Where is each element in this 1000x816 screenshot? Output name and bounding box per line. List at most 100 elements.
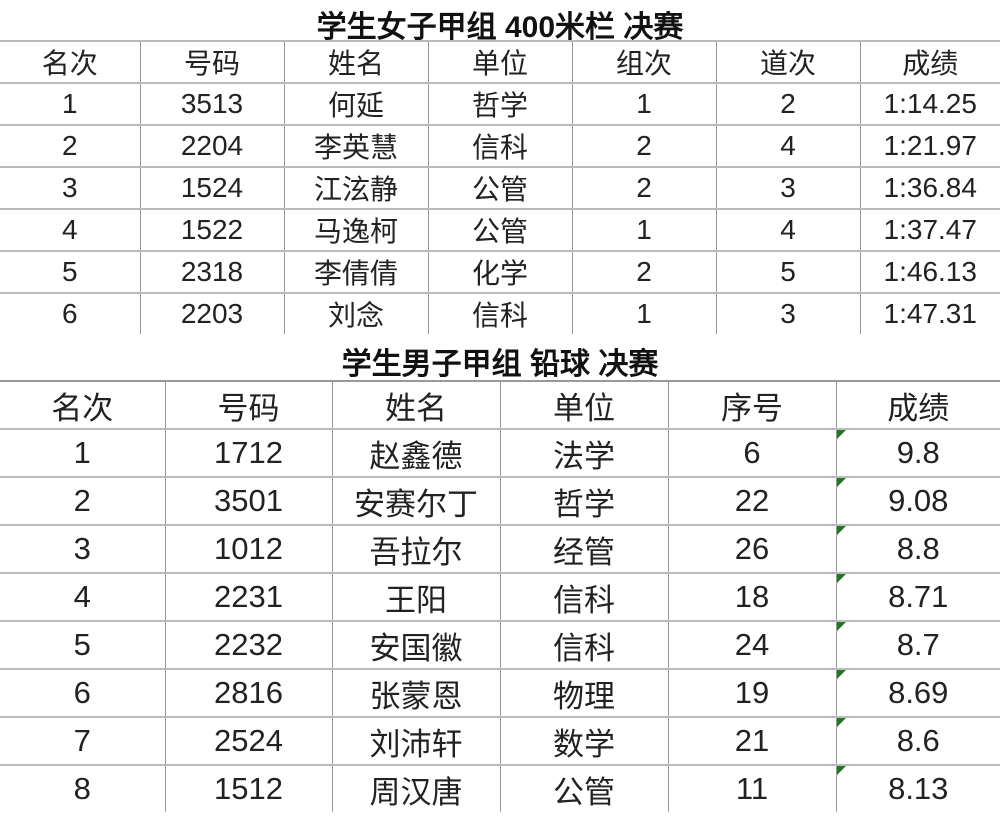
column-header: 成绩 [835,381,1000,430]
cell-text: 刘念 [327,300,384,331]
cell-text: 1:46.13 [883,256,977,287]
cell-text: 9.8 [896,435,940,470]
cell-text: 2318 [180,256,244,287]
table-cell: 物理 [499,669,668,718]
cell-text: 18 [734,579,770,614]
cell-text: 张蒙恩 [369,678,463,714]
cell-text: 周汉唐 [369,774,463,810]
table-cell: 6 [0,293,140,334]
cell-text: 2 [636,256,652,287]
table-cell: 2524 [164,717,332,766]
table-cell: 安国徽 [331,621,500,670]
table-cell: 公管 [427,209,572,252]
table-cell: 1 [571,209,716,252]
table-cell: 1 [571,83,716,126]
cell-text: 7 [73,723,91,758]
cell-text: 何延 [327,90,384,121]
cell-text: 1 [636,298,652,329]
column-header: 名次 [0,381,165,430]
table-cell: 19 [667,669,836,718]
table-cell: 经管 [499,525,668,574]
cell-text: 信科 [553,630,615,666]
cell-text: 4 [73,579,91,614]
table-cell: 2 [571,167,716,210]
cell-comment-marker-icon [837,718,846,727]
cell-text: 1012 [214,531,283,566]
cell-text: 2203 [180,298,244,329]
cell-text: 6 [73,675,91,710]
cell-text: 2231 [214,579,283,614]
table-cell: 6 [667,429,836,478]
cell-text: 5 [780,256,796,287]
cell-text: 2 [780,88,796,119]
table-cell: 1512 [164,765,332,812]
table-cell: 2 [0,477,165,526]
header-row: 名次 号码 姓名 单位 序号 成绩 [0,381,1000,430]
cell-text: 8.13 [888,771,949,806]
cell-text: 26 [734,531,770,566]
cell-text: 哲学 [553,486,615,522]
cell-text: 2 [636,130,652,161]
table-cell: 王阳 [331,573,500,622]
cell-text: 信科 [471,132,528,163]
table-cell: 1522 [139,209,284,252]
table-cell: 18 [667,573,836,622]
cell-text: 3501 [214,483,283,518]
table-cell: 1 [0,429,165,478]
cell-text: 2 [636,172,652,203]
cell-text: 3513 [180,88,244,119]
table-cell: 8.69 [835,669,1000,718]
cell-text: 赵鑫德 [369,438,463,474]
table-cell: 化学 [427,251,572,294]
cell-text: 24 [734,627,770,662]
table-row: 5 2318 李倩倩 化学 2 5 1:46.13 [0,251,1000,294]
cell-text: 22 [734,483,770,518]
column-header: 名次 [0,41,140,84]
cell-text: 1:14.25 [883,88,977,119]
cell-text: 6 [61,298,78,329]
table-cell: 3 [0,167,140,210]
table-cell: 8 [0,765,165,812]
cell-text: 1:36.84 [883,172,977,203]
table-cell: 8.7 [835,621,1000,670]
cell-text: 信科 [553,582,615,618]
table-cell: 8.8 [835,525,1000,574]
cell-text: 1:21.97 [883,130,977,161]
table-cell: 吾拉尔 [331,525,500,574]
cell-text: 公管 [471,216,528,247]
cell-text: 9.08 [888,483,949,518]
table-cell: 26 [667,525,836,574]
table-cell: 11 [667,765,836,812]
cell-text: 4 [780,130,796,161]
table-cell: 2204 [139,125,284,168]
table-cell: 2 [715,83,860,126]
table-row: 3 1524 江泫静 公管 2 3 1:36.84 [0,167,1000,210]
table-row: 6 2816 张蒙恩 物理 19 8.69 [0,669,1000,718]
cell-text: 8.69 [888,675,949,710]
column-header: 组次 [571,41,716,84]
table-cell: 21 [667,717,836,766]
table-cell: 6 [0,669,165,718]
cell-text: 21 [734,723,770,758]
table-cell: 5 [0,251,140,294]
table-cell: 公管 [427,167,572,210]
cell-text: 安国徽 [369,630,463,666]
cell-text: 吾拉尔 [369,534,463,570]
table-cell: 信科 [427,125,572,168]
cell-text: 公管 [553,774,615,810]
cell-text: 王阳 [385,582,447,618]
women-400m-hurdles-table: 名次 号码 姓名 单位 组次 道次 成绩 1 3513 何延 哲学 1 2 1:14.25 2 2204 李英… [0,40,1000,334]
table-cell: 3 [715,167,860,210]
table-cell: 数学 [499,717,668,766]
table-row: 6 2203 刘念 信科 1 3 1:47.31 [0,293,1000,334]
cell-text: 数学 [553,726,615,762]
table-cell: 安赛尔丁 [331,477,500,526]
table-cell: 8.13 [835,765,1000,812]
table-cell: 公管 [499,765,668,812]
table-cell: 5 [715,251,860,294]
table-cell: 3513 [139,83,284,126]
cell-text: 哲学 [471,90,528,121]
cell-text: 经管 [553,534,615,570]
table-cell: 刘沛轩 [331,717,500,766]
table-cell: 赵鑫德 [331,429,500,478]
